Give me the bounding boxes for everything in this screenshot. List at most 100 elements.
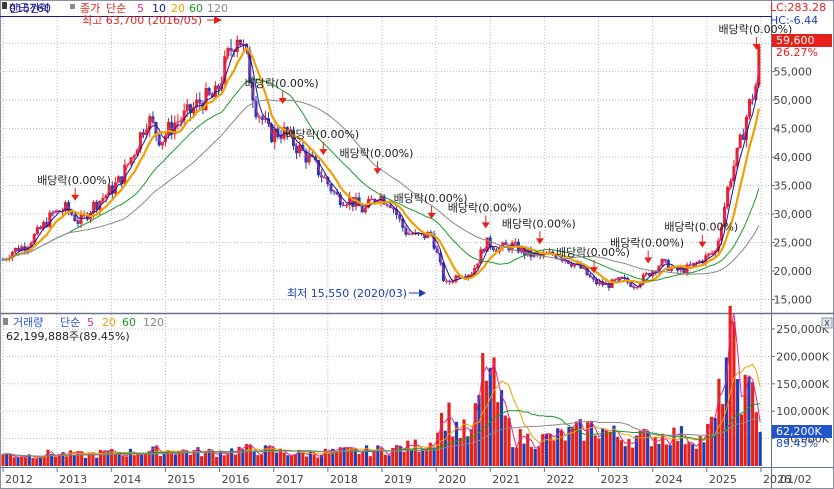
- volume-bar: [185, 451, 189, 466]
- volume-bar: [151, 446, 155, 466]
- dividend-arrow-head: [373, 168, 382, 175]
- volume-badge-value: 62,200K: [776, 425, 822, 438]
- volume-bar: [432, 447, 436, 466]
- price-panel-grid: [0, 17, 771, 466]
- price-tick-label: 50,000: [774, 94, 813, 107]
- volume-bar: [454, 421, 459, 466]
- volume-bar: [320, 454, 324, 466]
- legend-toggle-icon[interactable]: [2, 2, 7, 9]
- volume-bar: [544, 433, 549, 466]
- dividend-arrow-head: [590, 267, 599, 274]
- volume-bar: [563, 440, 567, 466]
- volume-bar: [679, 426, 684, 466]
- volume-ma-period-20[interactable]: 20: [102, 316, 116, 329]
- dividend-label: 배당락(0.00%): [394, 192, 468, 205]
- volume-bar: [391, 447, 395, 466]
- stock-code: 015760: [9, 2, 51, 15]
- volume-bar: [275, 452, 279, 466]
- volume-bar: [27, 454, 31, 466]
- dividend-label: 배당락(0.00%): [502, 217, 576, 230]
- volume-bar: [128, 448, 133, 466]
- x-tick-label: 2013: [59, 473, 87, 486]
- volume-tick-label: 250,000K: [776, 323, 829, 336]
- price-ma-line: [2, 46, 760, 284]
- volume-bar: [481, 353, 485, 466]
- ma-period-20[interactable]: 20: [171, 2, 185, 15]
- volume-bar: [672, 427, 676, 466]
- volume-bar: [499, 390, 504, 466]
- volume-bar: [331, 448, 335, 466]
- volume-bar: [346, 447, 350, 466]
- volume-bar: [102, 451, 106, 466]
- expand-axis-button[interactable]: [821, 317, 833, 329]
- price-badge-bg: [772, 34, 832, 47]
- ma-period-5[interactable]: 5: [137, 2, 144, 15]
- volume-bar: [668, 445, 672, 466]
- volume-bar: [80, 451, 84, 466]
- volume-bar: [260, 454, 264, 466]
- dividend-arrow-head: [535, 238, 544, 245]
- volume-bar: [439, 412, 444, 466]
- volume-bar: [252, 450, 256, 466]
- volume-bar: [402, 451, 406, 466]
- volume-bar: [589, 420, 594, 466]
- volume-tick-label: 150,000K: [776, 378, 829, 391]
- volume-bar: [751, 382, 755, 466]
- volume-bar: [241, 449, 245, 466]
- x-tick-label: 2023: [601, 473, 629, 486]
- volume-legend: 거래량 단순 5 20 60 120 62,199,888주(89.45%): [3, 316, 164, 343]
- lc-label: LC:283.28: [770, 1, 826, 14]
- price-ma-line: [2, 41, 760, 289]
- volume-bar: [31, 457, 35, 466]
- volume-ma-period-5[interactable]: 5: [87, 316, 94, 329]
- volume-bar: [98, 449, 103, 466]
- x-tick-label: 2015: [167, 473, 195, 486]
- volume-bar: [233, 454, 237, 466]
- stock-name: 한국전력: [9, 2, 49, 15]
- volume-bar: [293, 454, 297, 466]
- volume-bar: [567, 426, 571, 466]
- volume-bar: [192, 450, 196, 466]
- ma-period-10[interactable]: 10: [152, 2, 166, 15]
- volume-bar: [35, 458, 39, 466]
- volume-bar: [379, 448, 384, 466]
- price-tick-label: 40,000: [774, 151, 813, 164]
- ma-label: 단순: [106, 2, 126, 15]
- volume-bar: [218, 450, 222, 466]
- volume-bar: [290, 455, 294, 466]
- volume-bar: [548, 433, 552, 466]
- volume-bar: [683, 444, 687, 466]
- dividend-label: 배당락(0.00%): [245, 77, 319, 90]
- volume-ma-period-120[interactable]: 120: [143, 316, 164, 329]
- volume-bar: [601, 428, 605, 466]
- dividend-arrow-head: [278, 98, 287, 105]
- volume-bar: [709, 416, 714, 466]
- price-tick-label: 25,000: [774, 237, 813, 250]
- volume-bar: [702, 442, 706, 466]
- dividend-annotations: 배당락(0.00%)배당락(0.00%)배당락(0.00%)배당락(0.00%)…: [37, 23, 792, 274]
- volume-bar: [42, 456, 46, 466]
- volume-bar: [556, 428, 560, 466]
- price-ma-line: [2, 44, 760, 287]
- volume-bar: [627, 439, 631, 466]
- volume-bar: [616, 436, 620, 466]
- volume-legend-marker[interactable]: [3, 318, 8, 325]
- volume-bar: [53, 456, 58, 466]
- volume-ma-period-60[interactable]: 60: [122, 316, 136, 329]
- volume-bar: [387, 455, 391, 466]
- dividend-arrow-head: [644, 257, 653, 264]
- volume-bar: [338, 447, 342, 466]
- volume-bar: [203, 450, 208, 466]
- volume-bar: [215, 457, 219, 466]
- x-tick-label: 2019: [384, 473, 412, 486]
- volume-bar: [87, 452, 91, 466]
- volume-ma-line: [2, 363, 761, 458]
- volume-bar: [758, 431, 762, 466]
- volume-label: 거래량: [13, 316, 43, 329]
- close-label: 종가: [80, 2, 100, 15]
- x-tick-label: 2024: [655, 473, 683, 486]
- ma-period-60[interactable]: 60: [189, 2, 203, 15]
- volume-bar: [462, 419, 466, 466]
- ma-period-120[interactable]: 120: [207, 2, 228, 15]
- volume-bar: [537, 446, 541, 466]
